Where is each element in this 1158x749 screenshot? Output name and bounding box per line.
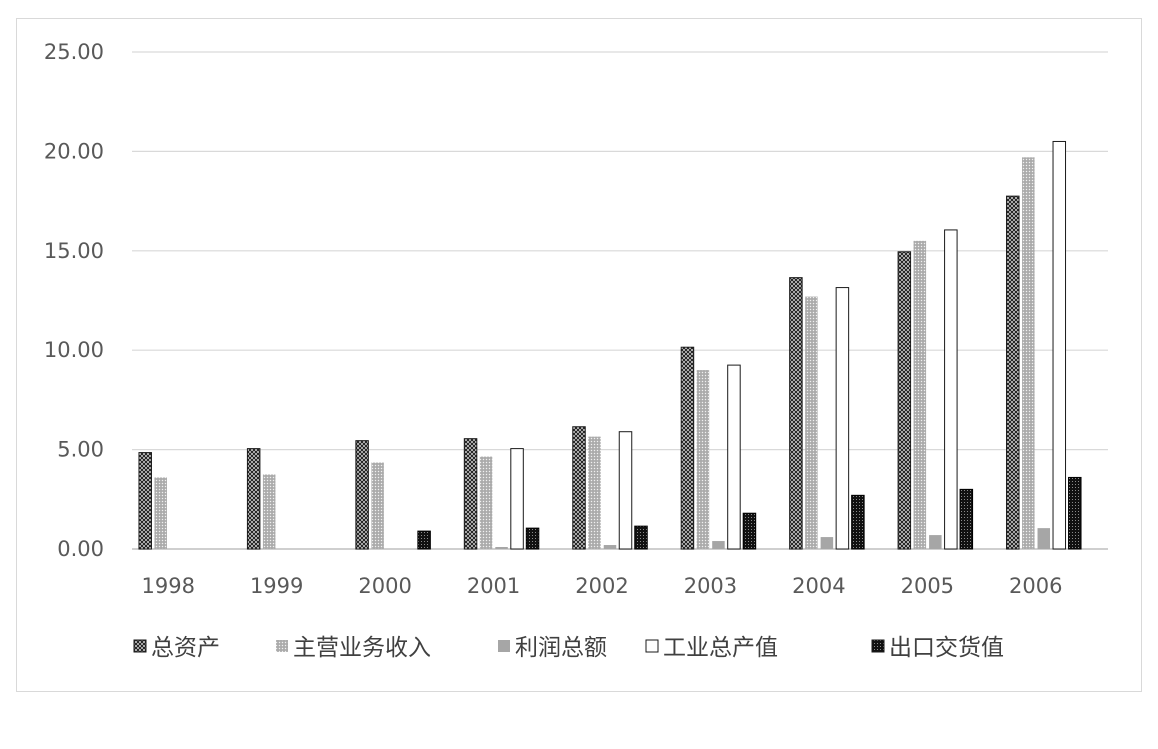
bar-2-2000: [371, 462, 384, 549]
bar-3-2002: [603, 545, 617, 549]
legend-label: 工业总产值: [663, 635, 778, 661]
legend-swatch: [498, 640, 510, 652]
legend-label: 利润总额: [515, 635, 607, 661]
bar-1-1998: [138, 452, 152, 550]
bar-3-2006: [1037, 528, 1051, 549]
bar-4-2004: [835, 287, 850, 550]
bar-4-2001: [510, 448, 524, 550]
x-tick-label: 2001: [467, 574, 520, 598]
bar-1-2000: [355, 440, 369, 550]
bar-1-2005: [897, 251, 912, 550]
bar-4-2002: [618, 431, 633, 550]
bar-2-2002: [588, 436, 601, 549]
bar-3-2001: [495, 547, 508, 549]
bar-5-2003: [742, 512, 757, 550]
bar-1-1999: [246, 448, 261, 550]
x-tick-label: 1999: [250, 574, 303, 598]
legend-label: 出口交货值: [889, 635, 1004, 661]
bar-5-2006: [1068, 476, 1082, 550]
x-tick-label: 1998: [141, 574, 194, 598]
bar-3-2003: [712, 541, 725, 549]
bar-3-2004: [820, 537, 834, 549]
bar-5-2001: [525, 527, 540, 550]
y-tick-label: 0.00: [57, 537, 104, 561]
bars: [138, 140, 1082, 550]
bar-1-2004: [789, 277, 803, 550]
legend-swatch: [871, 639, 885, 653]
bar-1-2002: [572, 426, 586, 550]
bar-4-2005: [944, 229, 958, 550]
bar-2-2003: [696, 370, 710, 549]
legend-swatch: [276, 640, 288, 652]
legend: 总资产 主营业务收入 利润总额 工业总产值 出口交货值: [133, 635, 1004, 661]
y-tick-label: 25.00: [44, 40, 104, 64]
y-tick-label: 15.00: [44, 239, 104, 263]
bar-5-2005: [959, 488, 974, 550]
legend-swatch: [133, 639, 147, 653]
bar-1-2001: [463, 438, 478, 550]
bar-2-2006: [1022, 157, 1035, 549]
bar-5-2000: [417, 530, 431, 550]
legend-label: 总资产: [151, 635, 220, 661]
bar-2-1998: [154, 477, 167, 549]
y-tick-label: 10.00: [44, 338, 104, 362]
bar-2-2001: [479, 456, 493, 549]
bar-3-2005: [929, 535, 942, 549]
x-tick-label: 2002: [575, 574, 628, 598]
legend-swatch: [645, 639, 659, 653]
bar-2-1999: [262, 474, 276, 549]
bar-4-2003: [727, 364, 741, 550]
y-tick-label: 20.00: [44, 139, 104, 163]
bar-2-2004: [805, 296, 818, 549]
x-tick-label: 2000: [358, 574, 411, 598]
bar-2-2005: [913, 240, 927, 550]
x-tick-label: 2005: [901, 574, 954, 598]
x-tick-label: 2006: [1009, 574, 1062, 598]
x-tick-label: 2004: [792, 574, 845, 598]
bar-5-2002: [634, 525, 648, 550]
y-tick-label: 5.00: [57, 438, 104, 462]
bar-1-2003: [680, 346, 695, 550]
x-axis: 1998 1999 2000 2001 2002 2003 2004 2005 2006: [141, 574, 1062, 598]
bar-5-2004: [851, 494, 865, 550]
x-tick-label: 2003: [684, 574, 737, 598]
y-axis: 0.00 5.00 10.00 15.00 20.00 25.00: [44, 40, 104, 561]
bar-4-2006: [1052, 140, 1067, 550]
bar-1-2006: [1006, 195, 1020, 550]
legend-label: 主营业务收入: [293, 635, 431, 661]
